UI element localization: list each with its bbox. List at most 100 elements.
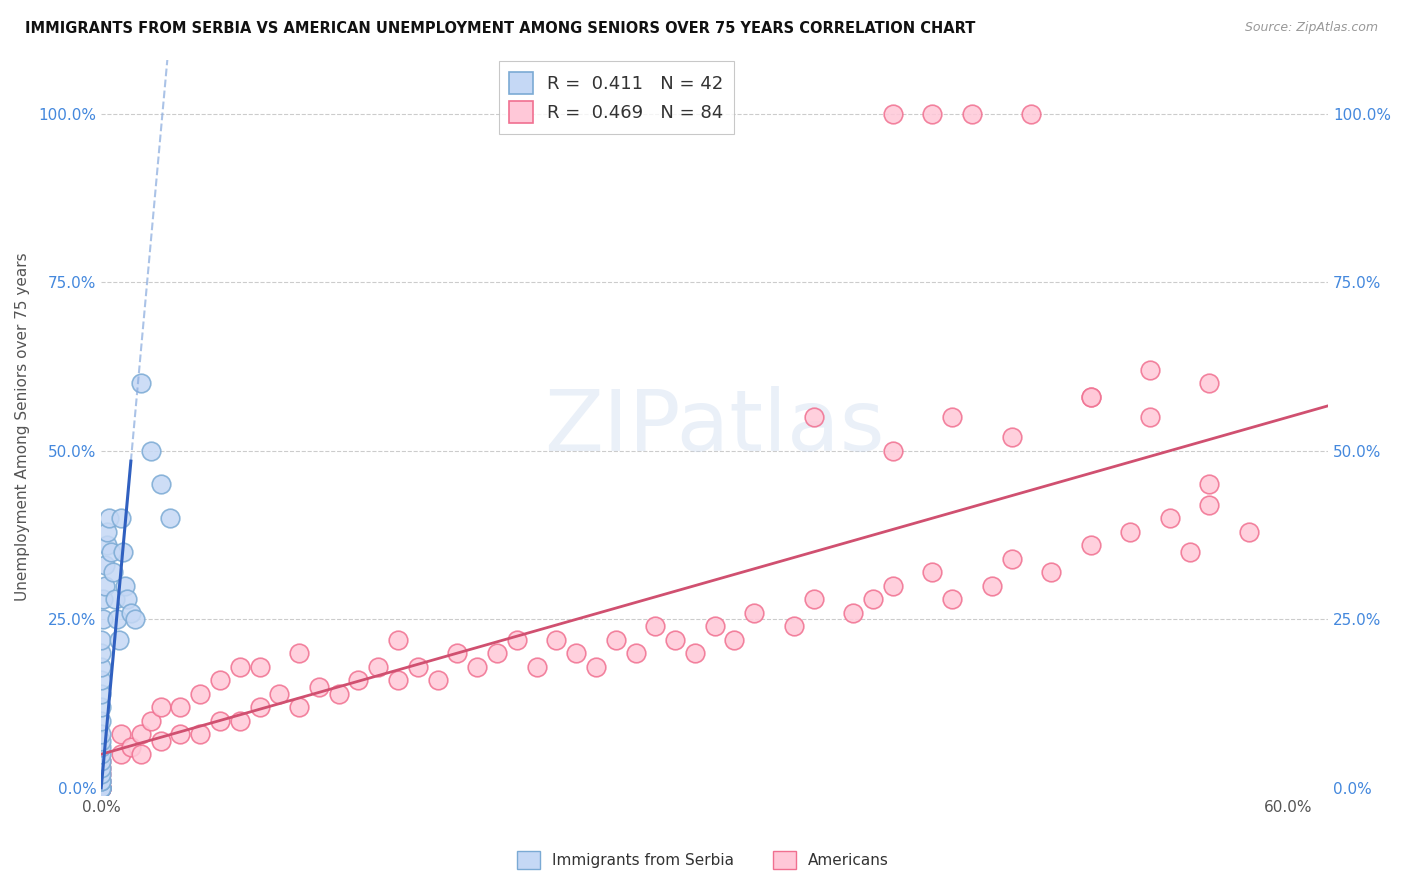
- Point: [90, 747, 112, 762]
- Point: [426, 673, 449, 687]
- Point: [104, 592, 127, 607]
- Point: [842, 606, 865, 620]
- Point: [90, 714, 112, 728]
- Point: [546, 632, 568, 647]
- Point: [1080, 538, 1102, 552]
- Point: [565, 646, 588, 660]
- Point: [882, 579, 904, 593]
- Point: [862, 592, 884, 607]
- Point: [644, 619, 666, 633]
- Point: [1237, 524, 1260, 539]
- Text: Source: ZipAtlas.com: Source: ZipAtlas.com: [1244, 21, 1378, 35]
- Point: [120, 606, 142, 620]
- Point: [96, 524, 118, 539]
- Point: [129, 747, 152, 762]
- Point: [723, 632, 745, 647]
- Point: [228, 659, 250, 673]
- Point: [90, 780, 112, 795]
- Point: [526, 659, 548, 673]
- Point: [406, 659, 429, 673]
- Point: [90, 774, 112, 789]
- Point: [585, 659, 607, 673]
- Point: [169, 727, 191, 741]
- Point: [90, 780, 112, 795]
- Point: [367, 659, 389, 673]
- Point: [111, 545, 134, 559]
- Point: [1000, 551, 1022, 566]
- Point: [605, 632, 627, 647]
- Point: [485, 646, 508, 660]
- Point: [941, 410, 963, 425]
- Point: [94, 579, 117, 593]
- Point: [98, 511, 121, 525]
- Point: [129, 376, 152, 391]
- Legend: Immigrants from Serbia, Americans: Immigrants from Serbia, Americans: [512, 845, 894, 875]
- Point: [90, 780, 112, 795]
- Point: [1198, 376, 1220, 391]
- Point: [90, 740, 112, 755]
- Point: [90, 673, 112, 687]
- Point: [90, 774, 112, 789]
- Point: [1019, 106, 1042, 120]
- Point: [882, 443, 904, 458]
- Point: [188, 687, 211, 701]
- Point: [91, 592, 114, 607]
- Point: [624, 646, 647, 660]
- Point: [387, 632, 409, 647]
- Point: [941, 592, 963, 607]
- Point: [308, 680, 330, 694]
- Point: [664, 632, 686, 647]
- Text: ZIPatlas: ZIPatlas: [544, 385, 884, 468]
- Point: [90, 780, 112, 795]
- Point: [1139, 410, 1161, 425]
- Point: [249, 659, 271, 673]
- Point: [1040, 565, 1063, 579]
- Point: [110, 747, 132, 762]
- Point: [1080, 390, 1102, 404]
- Point: [90, 659, 112, 673]
- Point: [288, 646, 311, 660]
- Point: [90, 687, 112, 701]
- Point: [188, 727, 211, 741]
- Point: [1198, 477, 1220, 491]
- Point: [803, 410, 825, 425]
- Point: [882, 106, 904, 120]
- Point: [465, 659, 488, 673]
- Point: [1198, 498, 1220, 512]
- Point: [506, 632, 529, 647]
- Point: [100, 545, 122, 559]
- Point: [108, 632, 131, 647]
- Point: [90, 754, 112, 768]
- Point: [115, 592, 138, 607]
- Point: [208, 714, 231, 728]
- Point: [149, 477, 172, 491]
- Point: [228, 714, 250, 728]
- Y-axis label: Unemployment Among Seniors over 75 years: Unemployment Among Seniors over 75 years: [15, 252, 30, 601]
- Point: [742, 606, 765, 620]
- Point: [90, 780, 112, 795]
- Point: [90, 754, 112, 768]
- Point: [105, 612, 128, 626]
- Point: [110, 727, 132, 741]
- Point: [90, 780, 112, 795]
- Point: [129, 727, 152, 741]
- Point: [208, 673, 231, 687]
- Point: [114, 579, 136, 593]
- Point: [90, 780, 112, 795]
- Point: [110, 511, 132, 525]
- Point: [91, 612, 114, 626]
- Point: [139, 443, 162, 458]
- Point: [1080, 390, 1102, 404]
- Point: [94, 558, 117, 573]
- Point: [1178, 545, 1201, 559]
- Point: [328, 687, 350, 701]
- Point: [90, 761, 112, 775]
- Point: [269, 687, 291, 701]
- Point: [1119, 524, 1142, 539]
- Point: [90, 700, 112, 714]
- Point: [90, 646, 112, 660]
- Point: [124, 612, 146, 626]
- Point: [1139, 363, 1161, 377]
- Point: [803, 592, 825, 607]
- Point: [90, 767, 112, 781]
